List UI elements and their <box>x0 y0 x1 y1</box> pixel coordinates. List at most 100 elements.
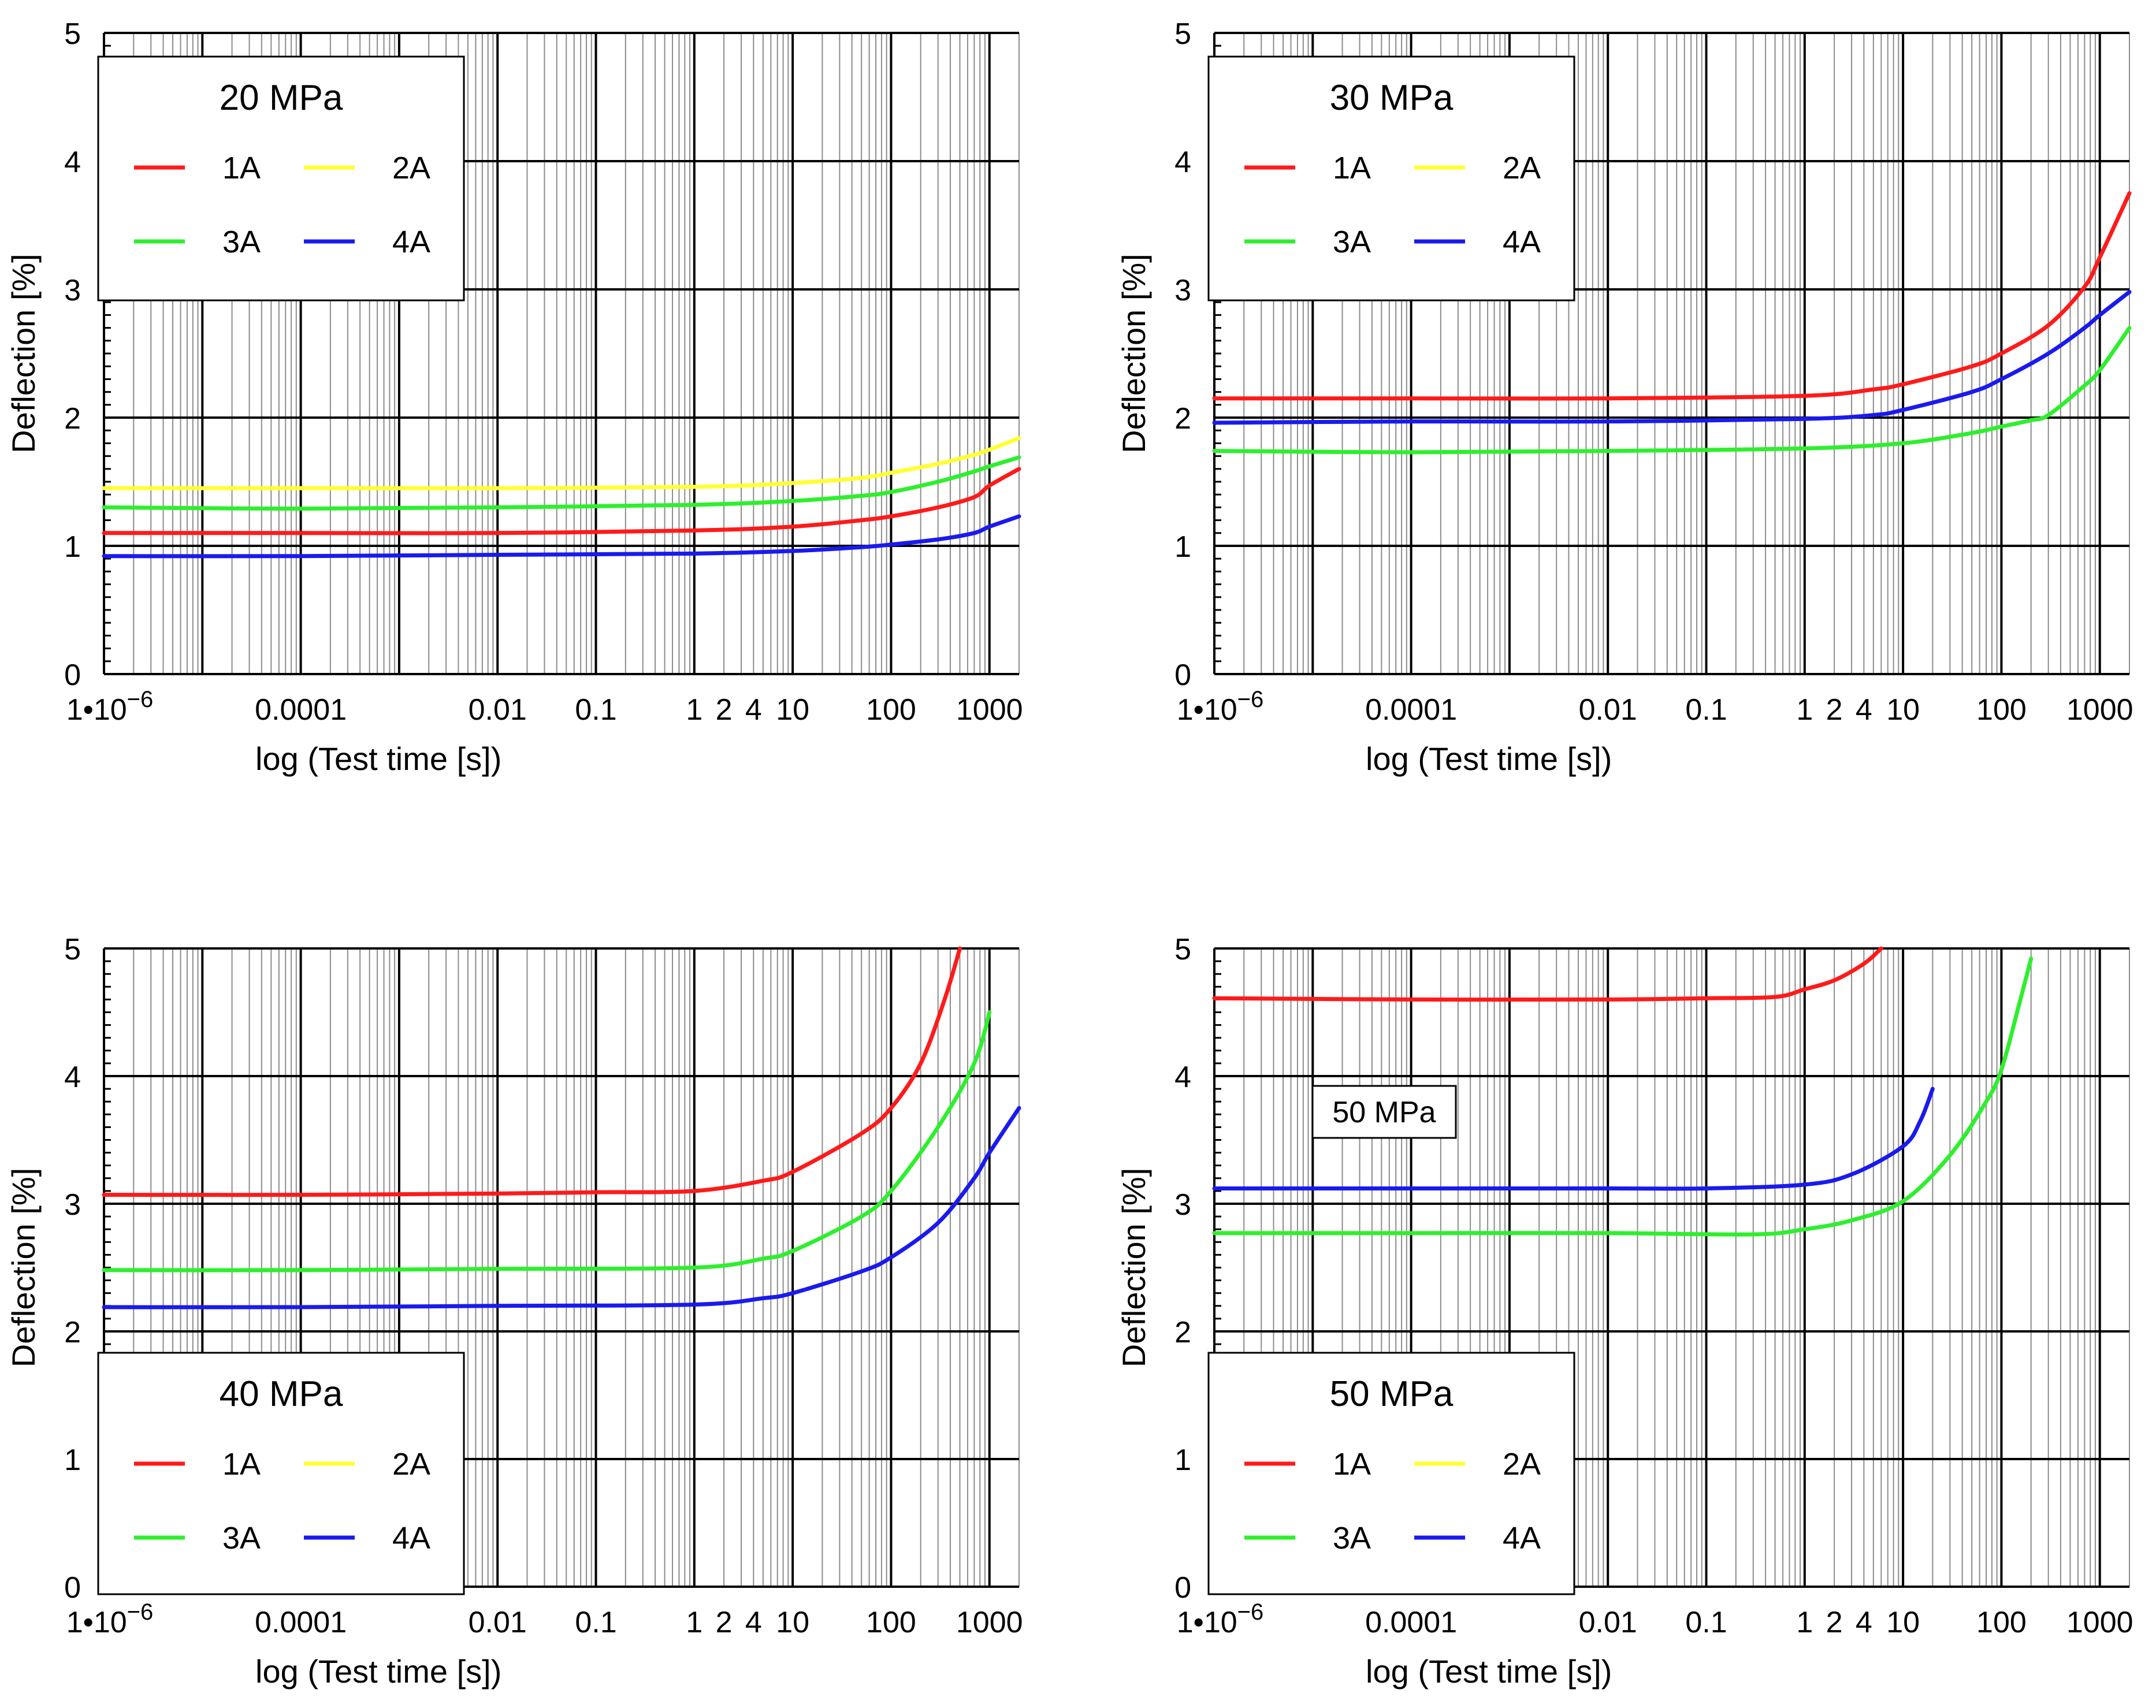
x-tick-label: 0.0001 <box>255 1606 347 1639</box>
y-tick-label: 0 <box>1174 658 1191 692</box>
legend-label-4a: 4A <box>1503 1521 1541 1556</box>
x-tick-label: 1 <box>1796 693 1813 727</box>
y-tick-label: 2 <box>64 1316 81 1349</box>
series-group <box>1212 946 2034 1237</box>
x-tick-label: 2 <box>716 693 733 727</box>
y-tick-label: 2 <box>64 402 81 436</box>
y-tick-label: 4 <box>1174 1060 1191 1094</box>
series-line-2a <box>102 436 1021 490</box>
series-line-3a <box>102 1010 992 1272</box>
y-tick-label: 1 <box>64 530 81 564</box>
legend: 50 MPa 1A 2A 3A 4A <box>1207 1352 1575 1595</box>
x-tick-label: 1000 <box>956 1606 1023 1639</box>
series-line-4a <box>1212 289 2132 425</box>
series-line-3a <box>1212 326 2132 455</box>
y-tick-label: 3 <box>64 1188 81 1222</box>
annotation-text: 50 MPa <box>1332 1096 1436 1129</box>
x-tick-label: 0.0001 <box>1365 1606 1457 1639</box>
x-tick-label: 4 <box>745 693 762 727</box>
y-tick-label: 5 <box>1174 933 1191 966</box>
legend-label-3a: 3A <box>222 225 261 259</box>
y-axis-label: Deflection [%] <box>1116 254 1152 453</box>
series-line-3a <box>1212 957 2034 1237</box>
y-tick-label: 1 <box>64 1443 81 1477</box>
y-axis-label: Deflection [%] <box>5 254 42 453</box>
x-tick-label: 1•10−6 <box>1177 687 1264 727</box>
annotation: 50 MPa <box>1311 1085 1457 1139</box>
x-tick-label: 0.01 <box>469 1606 527 1639</box>
y-tick-label: 0 <box>1174 1571 1191 1605</box>
x-tick-label: 0.01 <box>1579 1606 1637 1639</box>
x-tick-label: 1•10−6 <box>66 687 154 727</box>
x-tick-label: 0.1 <box>1685 693 1727 727</box>
legend: 40 MPa 1A 2A 3A 4A <box>97 1352 465 1595</box>
x-tick-label: 10 <box>1886 693 1920 727</box>
x-tick-label: 4 <box>1856 693 1872 727</box>
y-axis-label: Deflection [%] <box>5 1168 42 1368</box>
legend-label-1a: 1A <box>1333 151 1371 185</box>
legend-label-2a: 2A <box>392 151 430 185</box>
series-group <box>102 436 1021 559</box>
x-tick-label: 1000 <box>2066 1606 2133 1639</box>
legend: 30 MPa 1A 2A 3A 4A <box>1207 55 1575 302</box>
x-tick-label: 100 <box>1976 1606 2027 1639</box>
x-tick-exponent: −6 <box>127 687 154 712</box>
legend-box <box>1207 55 1575 302</box>
series-line-1a <box>1212 946 1883 1002</box>
x-axis-label: log (Test time [s]) <box>1366 1653 1612 1690</box>
legend-label-1a: 1A <box>222 151 261 185</box>
y-tick-label: 0 <box>64 658 81 692</box>
x-tick-label: 1000 <box>956 693 1023 727</box>
x-tick-label: 10 <box>1886 1606 1920 1639</box>
x-tick-label: 10 <box>776 1606 809 1639</box>
x-tick-exponent: −6 <box>127 1599 154 1625</box>
y-tick-label: 4 <box>64 146 81 179</box>
x-tick-label: 0.01 <box>1579 693 1637 727</box>
x-tick-label: 1 <box>686 1606 702 1639</box>
y-tick-label: 4 <box>64 1060 81 1094</box>
legend-label-2a: 2A <box>392 1447 430 1482</box>
legend-box <box>97 1352 465 1595</box>
x-tick-label: 10 <box>776 693 809 727</box>
annotation-box <box>1311 1085 1457 1139</box>
x-tick-label: 0.01 <box>469 693 527 727</box>
x-tick-label: 100 <box>866 693 916 727</box>
y-tick-label: 5 <box>64 17 81 51</box>
x-tick-label: 2 <box>1826 693 1843 727</box>
legend-label-4a: 4A <box>392 225 430 259</box>
series-line-3a <box>102 455 1021 511</box>
x-tick-label: 1000 <box>2066 693 2133 727</box>
legend-box <box>97 55 465 302</box>
legend-label-2a: 2A <box>1503 151 1541 185</box>
x-tick-label: 1 <box>686 693 702 727</box>
x-tick-label: 2 <box>716 1606 733 1639</box>
x-tick-label: 100 <box>866 1606 916 1639</box>
y-tick-label: 1 <box>1174 530 1191 564</box>
x-tick-label: 2 <box>1826 1606 1843 1639</box>
series-line-4a <box>1212 1086 1935 1191</box>
legend-box <box>1207 1352 1575 1595</box>
x-tick-label: 0.1 <box>1685 1606 1727 1639</box>
legend: 20 MPa 1A 2A 3A 4A <box>97 55 465 302</box>
x-tick-label: 0.0001 <box>255 693 347 727</box>
y-tick-label: 5 <box>64 933 81 966</box>
x-tick-label: 100 <box>1976 693 2027 727</box>
legend-label-4a: 4A <box>392 1521 430 1556</box>
legend-title: 30 MPa <box>1330 78 1454 118</box>
legend-title: 40 MPa <box>220 1374 343 1414</box>
series-group <box>102 946 1021 1309</box>
y-tick-label: 0 <box>64 1571 81 1605</box>
series-line-1a <box>102 467 1021 535</box>
x-axis-label: log (Test time [s]) <box>1366 740 1612 777</box>
legend-label-4a: 4A <box>1503 225 1541 259</box>
legend-label-3a: 3A <box>222 1521 261 1556</box>
y-tick-label: 3 <box>1174 274 1191 307</box>
x-tick-label: 0.1 <box>575 693 616 727</box>
x-tick-label: 1•10−6 <box>1177 1599 1264 1639</box>
x-tick-label: 4 <box>745 1606 762 1639</box>
legend-label-2a: 2A <box>1503 1447 1541 1482</box>
